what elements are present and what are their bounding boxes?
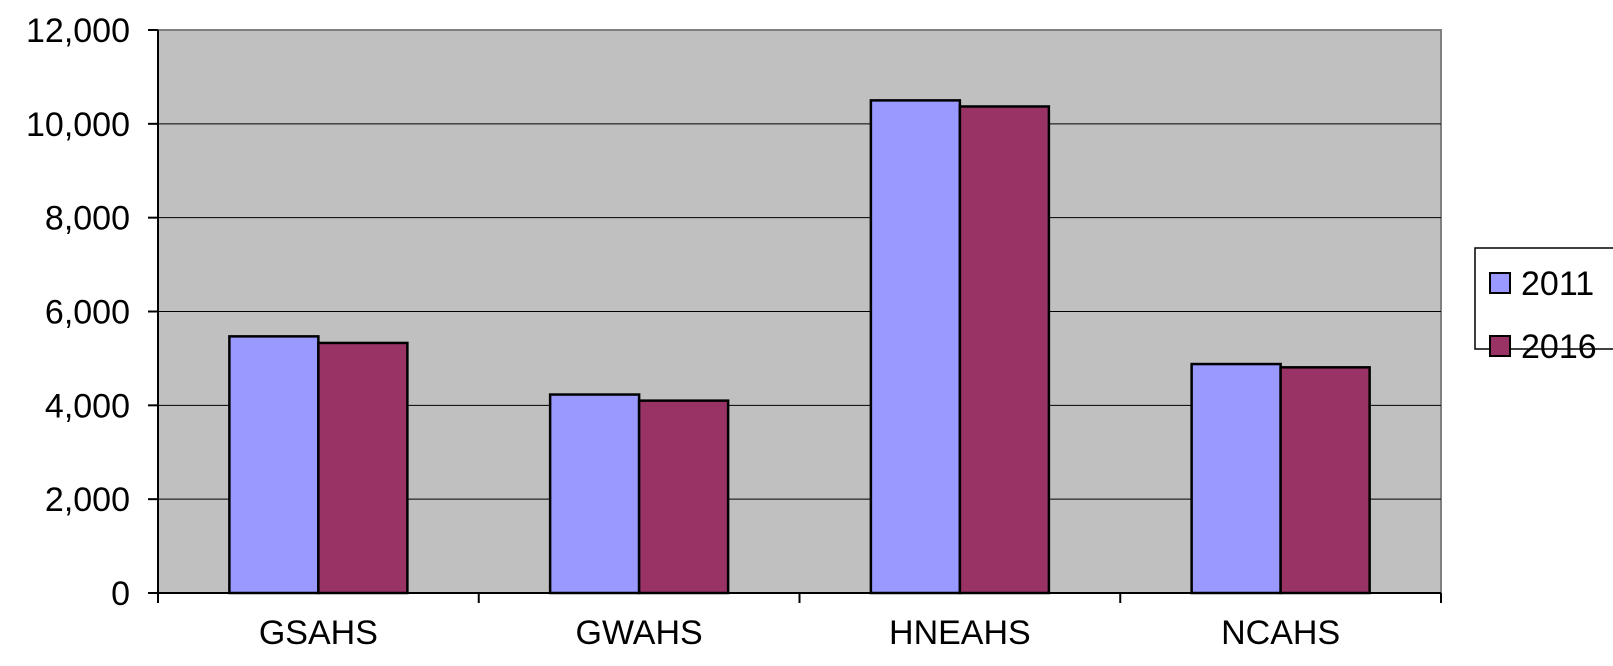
bar-2016-HNEAHS	[958, 105, 1051, 595]
y-tick-label: 12,000	[26, 12, 130, 50]
x-tick-label: HNEAHS	[889, 614, 1031, 652]
bar-2011-HNEAHS	[869, 99, 962, 595]
y-tick-label: 2,000	[45, 481, 130, 519]
legend-label-2011: 2011	[1521, 265, 1594, 303]
legend-box	[1474, 247, 1613, 350]
x-tick-label: GWAHS	[576, 614, 703, 652]
legend-label-2016: 2016	[1521, 328, 1597, 366]
y-tick-label: 6,000	[45, 294, 130, 332]
x-axis-ticks: GSAHS GWAHS HNEAHS NCAHS	[157, 593, 1442, 652]
x-tick-label: GSAHS	[259, 614, 378, 652]
bar-2016-NCAHS	[1279, 366, 1371, 595]
bar-2016-GSAHS	[317, 341, 409, 595]
legend-swatch-2016	[1489, 335, 1511, 357]
legend-swatch-2011	[1489, 272, 1511, 294]
y-axis-ticks: 0 2,000 4,000 6,000 8,000 10,000 12,000	[26, 12, 158, 613]
legend: 2011 2016	[1474, 247, 1613, 366]
bar-2011-NCAHS	[1190, 362, 1282, 595]
x-tick-label: NCAHS	[1221, 614, 1340, 652]
y-tick-label: 0	[111, 575, 130, 613]
y-tick-label: 10,000	[26, 106, 130, 144]
y-tick-label: 4,000	[45, 387, 130, 425]
bar-2016-GWAHS	[637, 399, 730, 595]
bar-2011-GSAHS	[228, 335, 320, 595]
bars	[228, 99, 1371, 595]
bar-2011-GWAHS	[548, 393, 641, 595]
y-tick-label: 8,000	[45, 200, 130, 238]
